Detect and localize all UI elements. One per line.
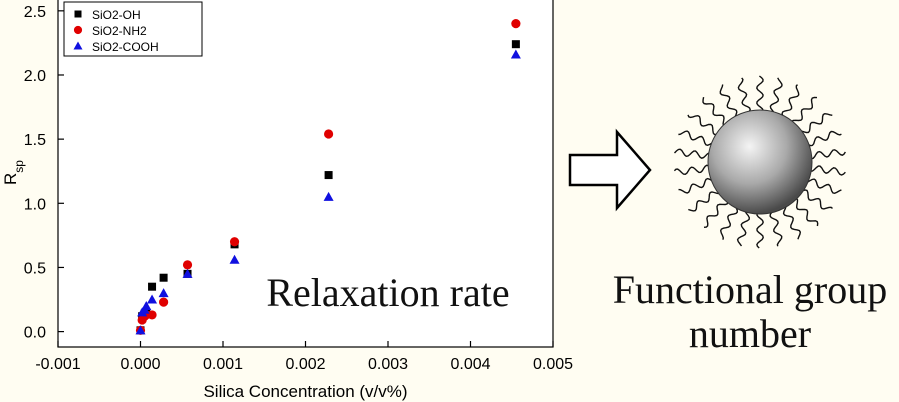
data-point-circle (324, 129, 334, 139)
data-point-circle (147, 310, 157, 320)
ligand-chain (797, 189, 833, 210)
legend-box (63, 1, 203, 57)
data-point-square (148, 282, 157, 291)
data-point-circle (229, 237, 240, 247)
y-tick-label: 0.0 (24, 325, 46, 342)
legend-marker-circle (73, 25, 83, 35)
legend-marker-triangle (73, 41, 83, 50)
data-point-square (159, 273, 168, 282)
data-point-triangle (229, 254, 240, 264)
y-tick-label: 2.0 (24, 68, 46, 85)
ligand-chain (769, 207, 783, 247)
ligand-chain (688, 190, 723, 212)
data-point-triangle (147, 294, 158, 304)
x-tick-label: 0.001 (203, 356, 243, 373)
ligand-chain (673, 148, 714, 159)
x-tick-label: 0.003 (368, 356, 408, 373)
ligand-chain (673, 164, 714, 176)
ligand-chain (803, 178, 842, 195)
data-point-triangle (135, 325, 146, 335)
x-tick-label: -0.001 (35, 356, 80, 373)
ligand-chain (687, 114, 722, 136)
data-point-circle (159, 297, 169, 307)
ligand-chain (769, 77, 783, 117)
relaxation-rate-annotation: Relaxation rate (266, 270, 509, 315)
legend-label: SiO2-NH2 (92, 24, 147, 38)
ligand-chain (756, 75, 764, 115)
data-point-triangle (510, 49, 521, 59)
data-point-triangle (323, 191, 334, 201)
ligand-chain (703, 196, 729, 228)
ligand-chain (781, 84, 800, 121)
x-tick-label: 0.005 (533, 356, 573, 373)
x-tick-label: 0.000 (120, 356, 160, 373)
nanoparticle-icon (673, 75, 846, 249)
data-point-triangle (158, 288, 169, 298)
y-axis-label: Rsp (1, 160, 26, 185)
ligand-chain (702, 96, 728, 128)
y-tick-label: 1.5 (24, 132, 46, 149)
y-tick-label: 0.5 (24, 260, 46, 277)
ligand-chain (803, 130, 842, 147)
data-point-triangle (141, 300, 152, 310)
plot-frame (57, 0, 554, 348)
data-point-circle (511, 19, 521, 29)
ligand-chain (756, 209, 764, 249)
ligand-chain (719, 84, 738, 122)
x-tick-label: 0.004 (450, 356, 490, 373)
data-point-circle (182, 260, 193, 270)
data-point-square (511, 40, 520, 49)
right-arrow-icon (568, 128, 652, 212)
legend-marker-square (74, 10, 82, 18)
caption-line-2: number (688, 311, 812, 356)
ligand-chain (719, 203, 739, 240)
ligand-chain (678, 177, 717, 194)
ligand-chain (737, 77, 751, 117)
x-axis-label: Silica Concentration (v/v%) (203, 382, 407, 401)
ligand-chain (807, 165, 846, 176)
ligand-chain (791, 197, 819, 227)
legend-label: SiO2-COOH (92, 40, 159, 54)
ligand-chain (678, 130, 717, 147)
silica-sphere (707, 109, 813, 215)
legend-label: SiO2-OH (92, 8, 141, 22)
caption-line-1: Functional group (612, 267, 888, 312)
ligand-chain (807, 149, 846, 160)
ligand-chain (736, 207, 751, 247)
data-point-triangle (182, 268, 193, 278)
ligand-chain (782, 202, 802, 240)
y-tick-label: 2.5 (24, 4, 46, 21)
ligand-chain (797, 112, 833, 134)
y-tick-label: 1.0 (24, 196, 46, 213)
ligand-chain (790, 96, 818, 127)
x-tick-label: 0.002 (285, 356, 325, 373)
diagram-caption: Functional group number (600, 268, 899, 356)
data-point-square (324, 171, 333, 180)
